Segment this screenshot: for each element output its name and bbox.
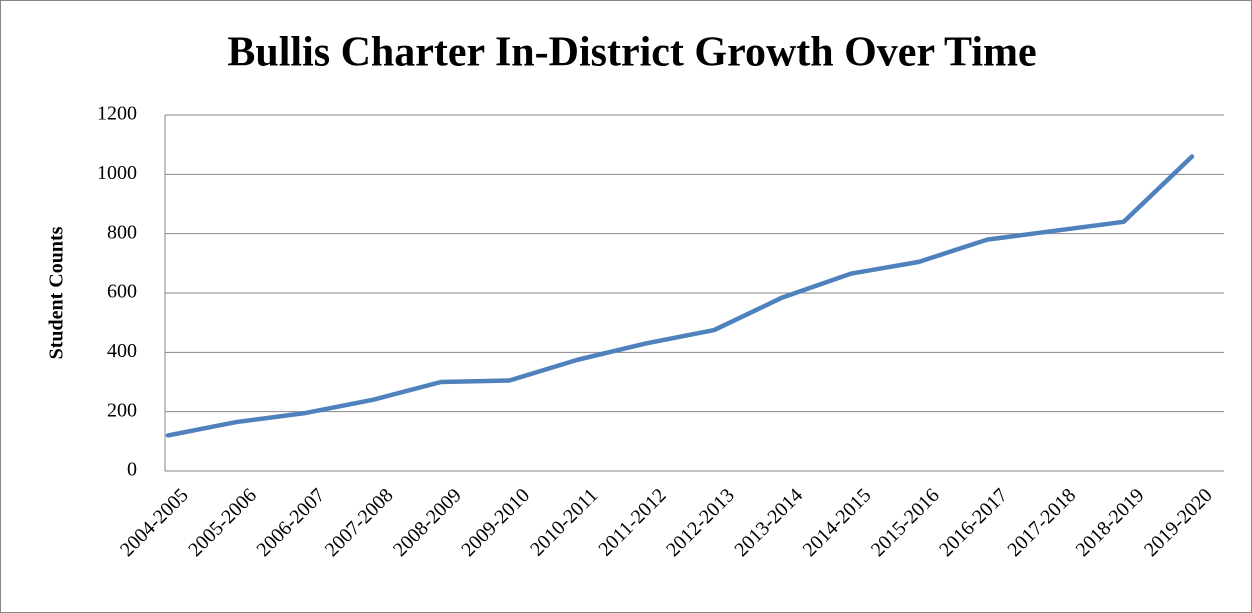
y-tick-label: 1200 <box>97 103 137 125</box>
y-tick-label: 0 <box>127 459 137 481</box>
y-tick-label: 800 <box>107 221 137 243</box>
data-line <box>165 154 1195 438</box>
y-tick-label: 1000 <box>97 162 137 184</box>
y-tick-label: 400 <box>107 340 137 362</box>
y-axis-label: Student Counts <box>46 226 68 359</box>
chart-title: Bullis Charter In-District Growth Over T… <box>227 30 1036 76</box>
y-tick-label: 600 <box>107 281 137 303</box>
y-tick-label: 200 <box>107 399 137 421</box>
